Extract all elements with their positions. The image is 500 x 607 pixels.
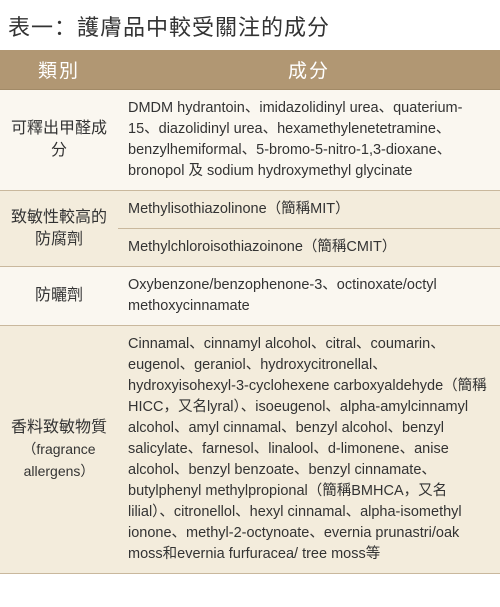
category-line1: 香料致敏物質 xyxy=(11,419,107,436)
ingredient-cell: Cinnamal、cinnamyl alcohol、citral、coumari… xyxy=(118,326,500,574)
category-cell: 香料致敏物質 （fragrance allergens） xyxy=(0,326,118,574)
header-row: 類別 成分 xyxy=(0,50,500,90)
ingredients-table: 類別 成分 可釋出甲醛成分 DMDM hydrantoin、imidazolid… xyxy=(0,50,500,574)
header-ingredient: 成分 xyxy=(118,50,500,90)
category-line2: （fragrance allergens） xyxy=(22,441,95,479)
ingredient-cell: DMDM hydrantoin、imidazolidinyl urea、quat… xyxy=(118,90,500,191)
category-cell: 致敏性較高的防腐劑 xyxy=(0,191,118,267)
category-cell: 可釋出甲醛成分 xyxy=(0,90,118,191)
ingredient-cell: Methylisothiazolinone（簡稱MIT） xyxy=(118,191,500,229)
table-row: 香料致敏物質 （fragrance allergens） Cinnamal、ci… xyxy=(0,326,500,574)
table-title: 表一：護膚品中較受關注的成分 xyxy=(0,0,500,50)
table-row: 可釋出甲醛成分 DMDM hydrantoin、imidazolidinyl u… xyxy=(0,90,500,191)
table-row: 防曬劑 Oxybenzone/benzophenone-3、octinoxate… xyxy=(0,267,500,326)
ingredient-cell: Methylchloroisothiazoinone（簡稱CMIT） xyxy=(118,229,500,267)
table-row: 致敏性較高的防腐劑 Methylisothiazolinone（簡稱MIT） xyxy=(0,191,500,229)
ingredient-cell: Oxybenzone/benzophenone-3、octinoxate/oct… xyxy=(118,267,500,326)
category-cell: 防曬劑 xyxy=(0,267,118,326)
header-category: 類別 xyxy=(0,50,118,90)
